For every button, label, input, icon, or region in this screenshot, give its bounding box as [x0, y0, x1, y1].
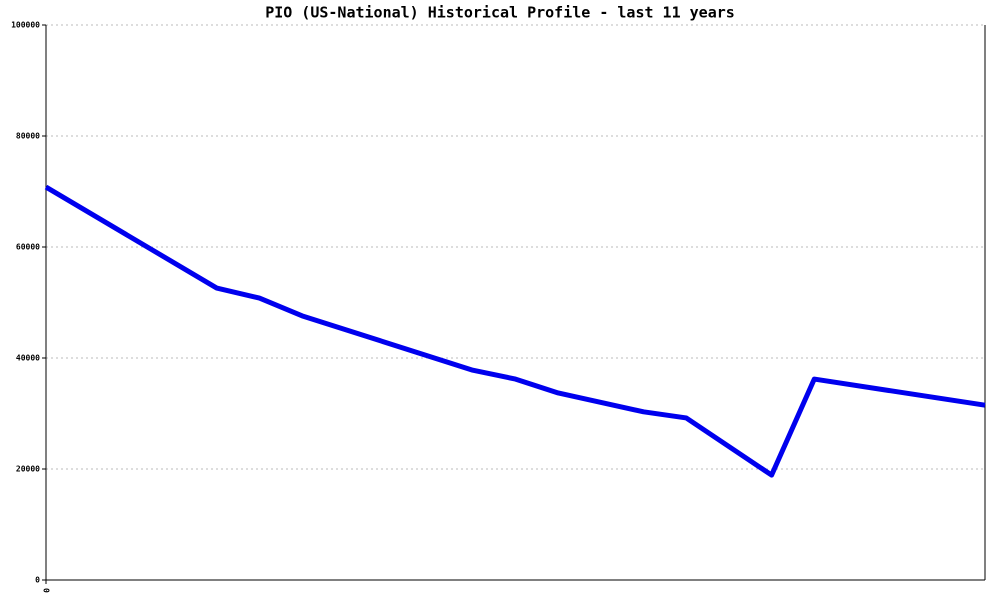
- y-tick-label: 80000: [16, 132, 40, 141]
- series-line: [44, 184, 986, 478]
- y-tick-label: 0: [35, 576, 40, 585]
- y-tick-label: 60000: [16, 243, 40, 252]
- chart-title: PIO (US-National) Historical Profile - l…: [265, 4, 735, 22]
- y-tick-label: 40000: [16, 354, 40, 363]
- y-tick-label: 20000: [16, 465, 40, 474]
- y-tick-label: 100000: [11, 21, 40, 30]
- x-tick-label: 0: [42, 588, 51, 593]
